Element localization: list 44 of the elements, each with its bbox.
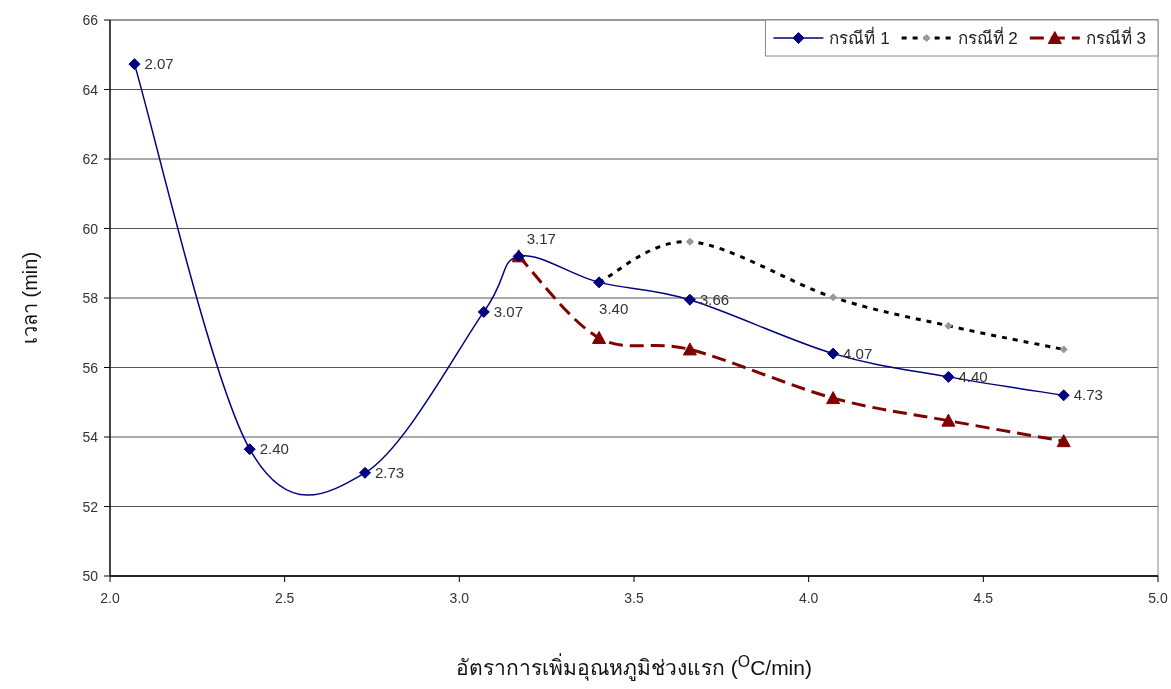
legend-label: กรณีที่ 3 <box>1085 26 1146 48</box>
point <box>942 370 955 383</box>
y-tick-label: 54 <box>82 429 99 445</box>
x-axis-title: อัตราการเพิ่มอุณหภูมิช่วงแรก ($^{O}$C/min) <box>456 652 812 681</box>
x-tick-label: 2.0 <box>100 590 120 606</box>
annotation: 2.73 <box>375 463 405 481</box>
point <box>592 330 607 344</box>
annotation: 2.40 <box>259 440 289 458</box>
x-tick-label: 3.5 <box>624 590 644 606</box>
legend-label: กรณีที่ 1 <box>829 26 890 48</box>
x-tick-label: 4.5 <box>973 590 994 606</box>
y-axis-title: เวลา (min) <box>19 251 41 345</box>
point <box>1057 389 1070 402</box>
point <box>941 413 956 427</box>
x-tick-label: 2.5 <box>274 590 295 606</box>
point <box>683 293 696 306</box>
annotation: 3.66 <box>699 290 730 308</box>
x-tick-label: 5.0 <box>1148 590 1168 606</box>
point <box>243 443 256 456</box>
y-tick-label: 64 <box>82 81 99 98</box>
point <box>359 466 372 479</box>
point <box>826 391 841 405</box>
x-tick-label: 3.0 <box>449 590 470 606</box>
point <box>1056 434 1071 448</box>
y-tick-label: 56 <box>82 359 99 376</box>
legend-label: กรณีที่ 2 <box>957 26 1018 48</box>
x-tick-label: 4.0 <box>798 590 819 606</box>
y-tick-label: 62 <box>82 151 99 167</box>
y-tick-label: 60 <box>82 220 99 237</box>
point <box>128 58 141 71</box>
annotation: 4.07 <box>843 344 873 362</box>
point <box>477 305 490 318</box>
annotation: 2.07 <box>144 55 174 73</box>
point <box>682 342 697 356</box>
annotation: 4.73 <box>1073 386 1103 404</box>
annotation: 3.07 <box>493 302 523 320</box>
annotation: 3.40 <box>599 300 629 318</box>
point <box>827 347 840 360</box>
annotation: 3.17 <box>526 230 556 248</box>
y-tick-label: 58 <box>82 290 99 306</box>
y-tick-label: 66 <box>82 12 99 28</box>
y-tick-label: 50 <box>82 568 99 584</box>
annotation: 4.40 <box>958 367 988 385</box>
y-tick-label: 52 <box>82 498 99 515</box>
